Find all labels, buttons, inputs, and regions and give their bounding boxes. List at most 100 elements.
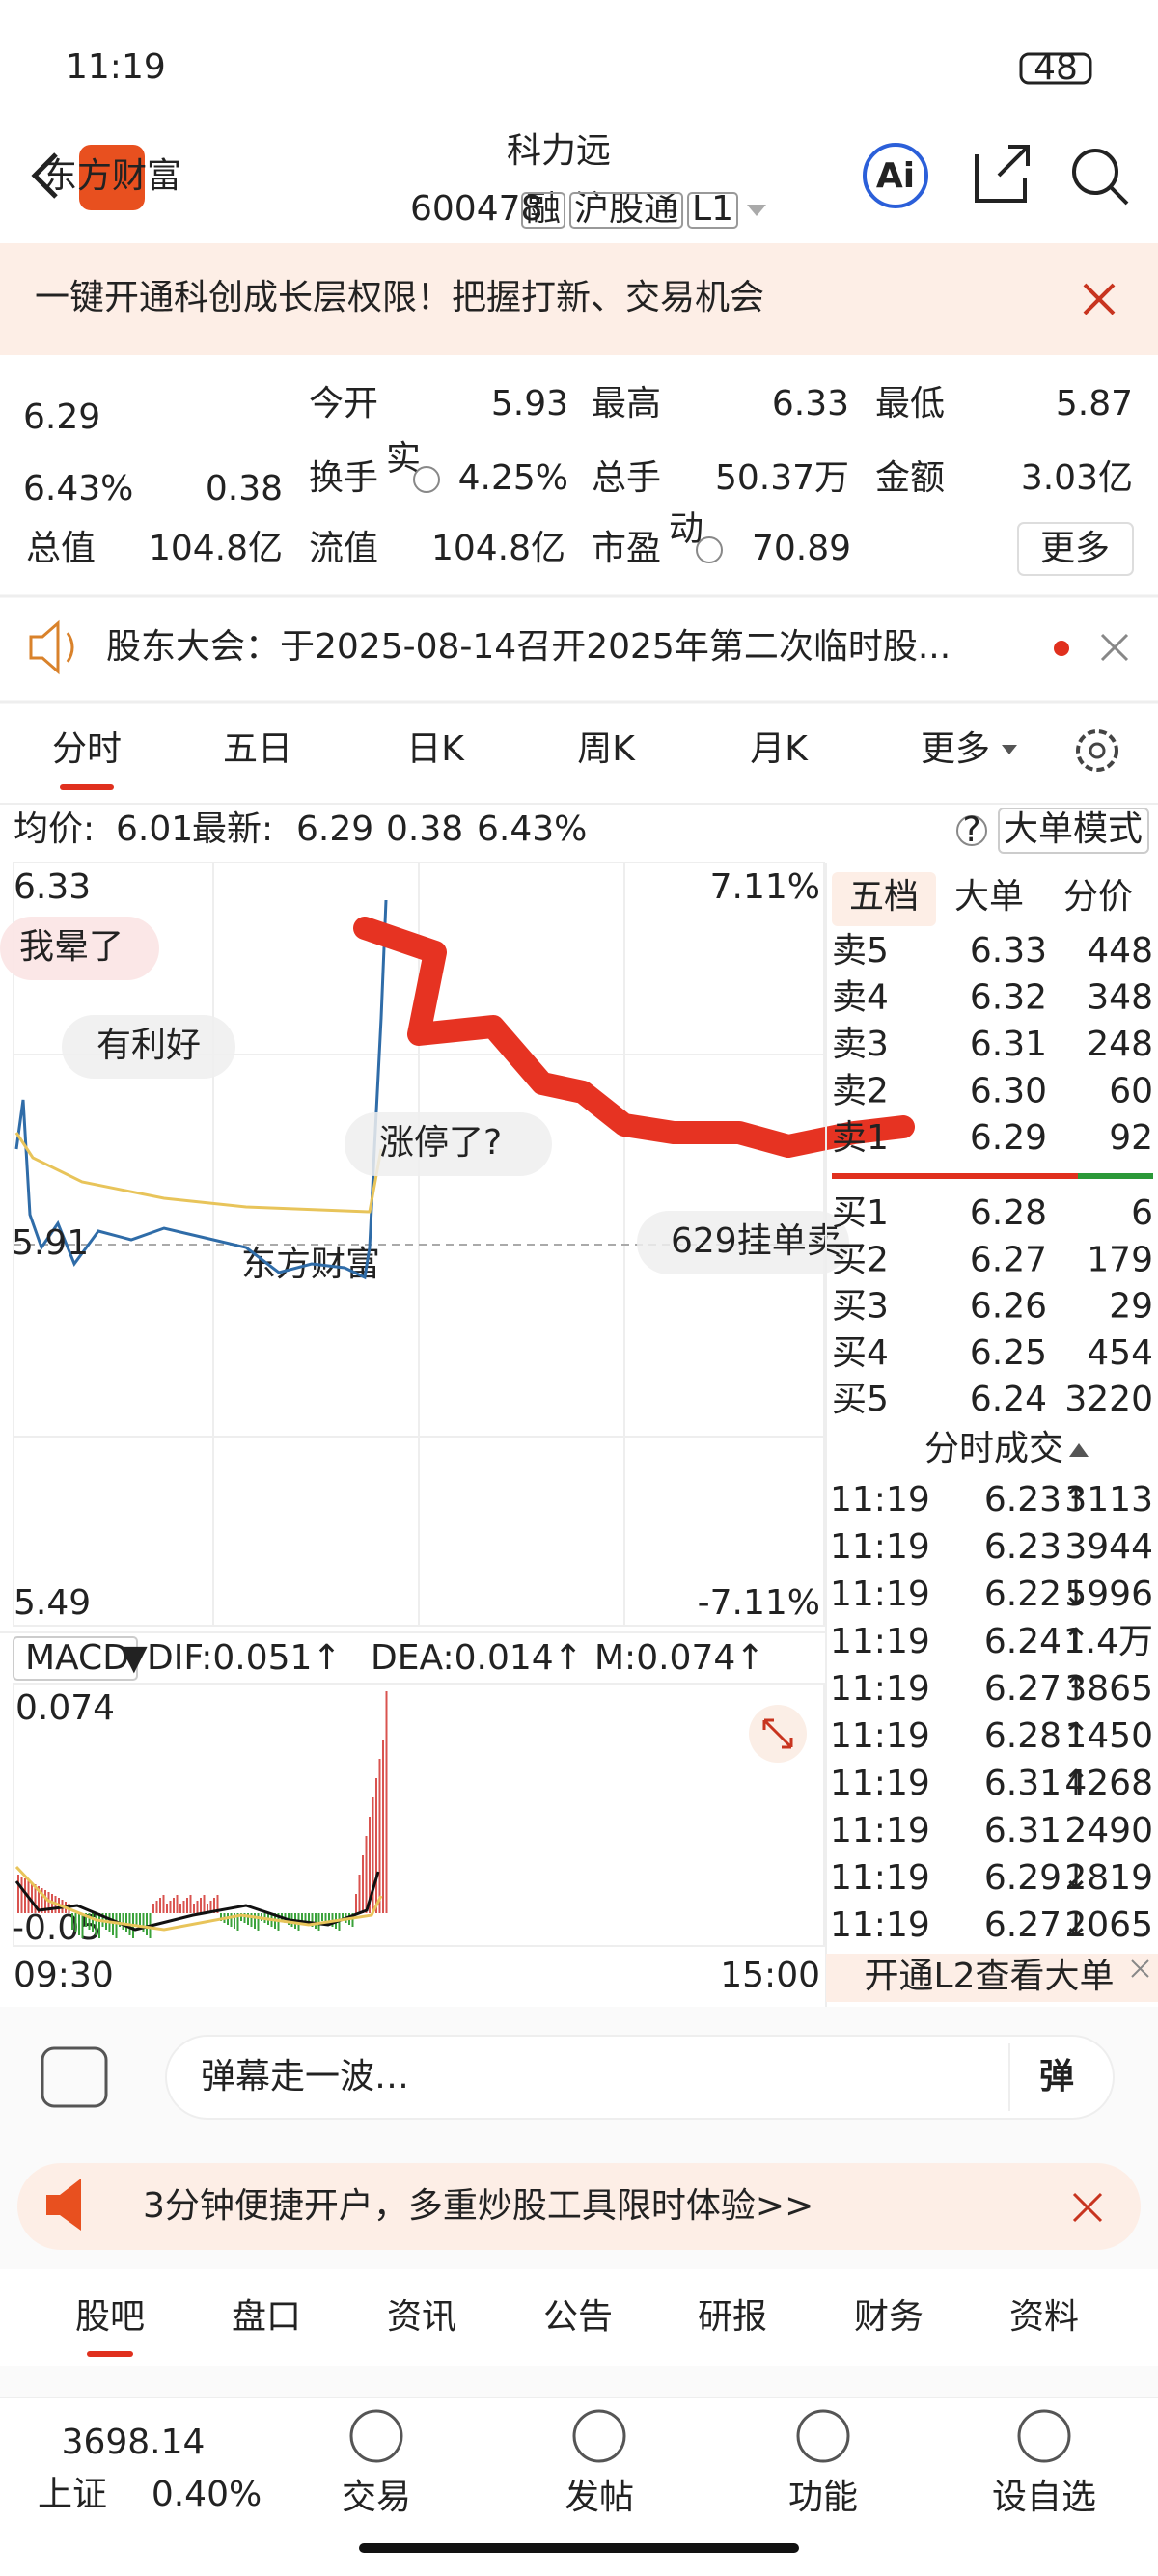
trade-time: 11:19 <box>830 1811 930 1850</box>
bottom-tab[interactable]: 盘口 <box>232 2297 301 2337</box>
book-volume: 3220 <box>1064 1380 1153 1419</box>
field-label: 总值 <box>26 529 96 568</box>
l2-close[interactable] <box>1131 1959 1149 1978</box>
danmaku: 涨停了? <box>379 1123 502 1163</box>
time-start: 09:30 <box>14 1956 114 1995</box>
trade-price: 6.31 <box>984 1764 1062 1803</box>
trade-volume: 1450 <box>1064 1716 1153 1756</box>
ad-bar[interactable] <box>17 2163 1141 2250</box>
bottom-tab[interactable]: 财务 <box>854 2297 924 2337</box>
book-volume: 248 <box>1087 1025 1153 1064</box>
macd-bar <box>369 1817 371 1913</box>
trade-price: 6.29 <box>984 1858 1062 1898</box>
nav-icon[interactable] <box>349 2409 403 2463</box>
book-volume: 92 <box>1109 1118 1153 1158</box>
trade-price: 6.27 <box>984 1669 1062 1709</box>
bottom-tab[interactable]: 资讯 <box>387 2297 456 2337</box>
nav-icon[interactable] <box>1017 2409 1071 2463</box>
comment-icon[interactable] <box>41 2046 108 2108</box>
back-button[interactable] <box>31 152 58 199</box>
macd-bar <box>189 1895 192 1913</box>
trade-dir: ↓ <box>1062 1905 1090 1945</box>
macd-bar <box>135 1913 138 1927</box>
nav-label: 发帖 <box>565 2478 634 2517</box>
macd-bar <box>315 1913 317 1929</box>
banner[interactable] <box>0 243 1158 355</box>
macd-bar <box>193 1904 195 1913</box>
info-icon[interactable] <box>696 536 723 563</box>
macd-bar <box>85 1913 87 1927</box>
field-value: 5.93 <box>491 384 568 424</box>
chart-tab[interactable]: 分时 <box>52 729 122 769</box>
trade-time: 11:19 <box>830 1527 930 1567</box>
book-ratio-sell <box>1078 1173 1153 1179</box>
macd-bar <box>203 1895 206 1913</box>
macd-bar <box>321 1913 323 1921</box>
settings-button[interactable] <box>1076 729 1118 772</box>
macd-bar <box>146 1913 148 1935</box>
mode-button[interactable] <box>998 808 1149 854</box>
stock-tag: L1 <box>692 189 733 229</box>
ad-close[interactable] <box>1072 2192 1103 2223</box>
macd-bar <box>385 1691 388 1913</box>
macd-dea: DEA:0.014↑ <box>371 1638 583 1678</box>
macd-bar <box>382 1740 384 1913</box>
chart-tab[interactable]: 月K <box>750 729 809 769</box>
l2-text: 开通L2查看大单 <box>865 1957 1115 1996</box>
nav-icon[interactable] <box>796 2409 850 2463</box>
help-icon[interactable] <box>956 815 987 846</box>
info-icon[interactable] <box>413 466 440 493</box>
nav-items: 交易 发帖 功能 设自选 <box>342 2409 1096 2517</box>
macd-bar <box>88 1913 91 1930</box>
trade-volume: 3944 <box>1064 1527 1153 1567</box>
nav-icon[interactable] <box>572 2409 626 2463</box>
chart-tab[interactable]: 周K <box>577 729 636 769</box>
trades-header: 分时成交 <box>924 1429 1063 1468</box>
book-price: 6.27 <box>970 1240 1047 1279</box>
expand-icon <box>762 1718 793 1749</box>
bottom-tabs <box>0 2269 1158 2366</box>
field-value: 70.89 <box>752 529 851 568</box>
orderbook-tab[interactable]: 大单 <box>954 877 1024 917</box>
bottom-tab[interactable]: 股吧 <box>75 2297 145 2337</box>
indicator-select[interactable] <box>13 1636 138 1681</box>
trade-time: 11:19 <box>830 1858 930 1898</box>
notice-bar[interactable] <box>0 593 1158 701</box>
comment-input[interactable] <box>165 2035 1115 2120</box>
macd-bar <box>152 1904 154 1913</box>
trades-sort <box>1069 1443 1089 1457</box>
orderbook-tab[interactable]: 五档 <box>849 877 919 917</box>
danmaku-button[interactable]: 弹 <box>1039 2057 1074 2096</box>
book-volume: 348 <box>1087 978 1153 1018</box>
avg-value: 6.01 <box>116 809 193 849</box>
chart-tab[interactable]: 日K <box>406 729 465 769</box>
orderbook-tab-active[interactable] <box>832 872 936 926</box>
bottom-tab[interactable]: 资料 <box>1009 2297 1079 2337</box>
help-mark: ? <box>962 810 980 850</box>
more-label: 更多 <box>1040 529 1110 568</box>
more-button[interactable] <box>1017 522 1134 576</box>
field-value: 5.87 <box>1056 384 1133 424</box>
trade-volume: 2490 <box>1064 1811 1153 1850</box>
trade-time: 11:19 <box>830 1622 930 1661</box>
trade-time: 11:19 <box>830 1575 930 1614</box>
chart-tab[interactable]: 五日 <box>223 729 292 769</box>
chart-tab[interactable]: 更多 <box>921 729 990 769</box>
share-button[interactable] <box>975 145 1030 203</box>
bottom-tab[interactable]: 研报 <box>698 2297 767 2337</box>
ai-button[interactable] <box>863 143 928 208</box>
macd-bar <box>38 1886 40 1913</box>
book-price: 6.25 <box>970 1333 1047 1373</box>
bottom-tab[interactable]: 公告 <box>543 2297 613 2337</box>
notice-close[interactable] <box>1100 633 1129 662</box>
index-value[interactable]: 3698.14 <box>62 2423 206 2462</box>
l2-bar[interactable] <box>826 1954 1158 2002</box>
orderbook-tab[interactable]: 分价 <box>1063 877 1133 917</box>
book-volume: 179 <box>1087 1240 1153 1279</box>
search-button[interactable] <box>1072 149 1118 195</box>
macd-dif: DIF:0.051↑ <box>147 1638 342 1678</box>
macd-bar <box>301 1913 303 1921</box>
logo <box>79 145 145 210</box>
quote-fields: 今开 5.93 最高 6.33 最低 5.87 换手实 4.25% 总手 50.37万 金额 3.03… <box>26 384 1133 568</box>
banner-close[interactable] <box>1083 283 1116 315</box>
